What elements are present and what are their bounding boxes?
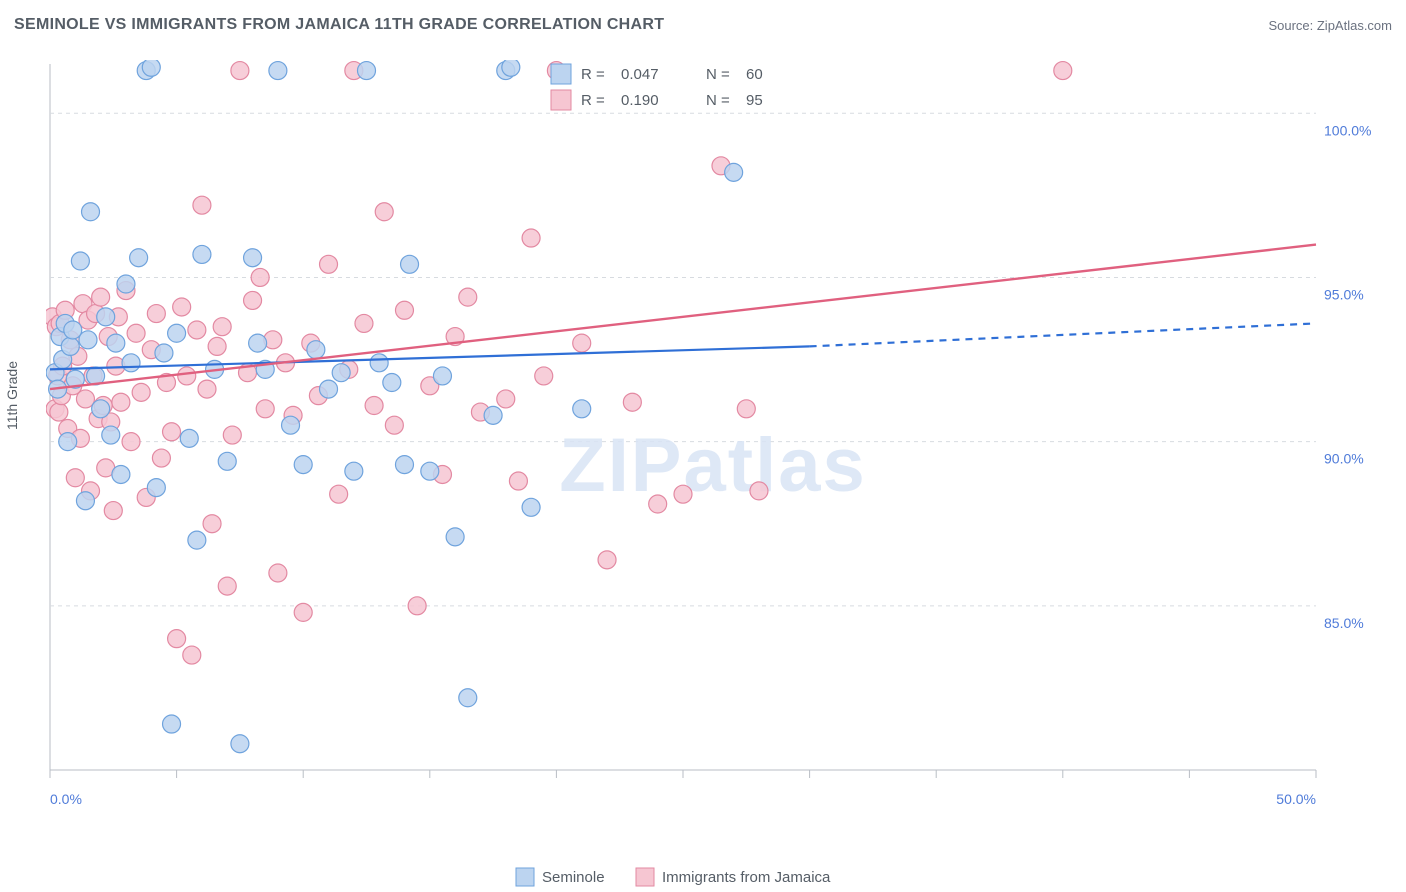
svg-text:N =: N = (706, 92, 730, 109)
scatter-plot: 85.0% 90.0% 95.0% 100.0% ZIPatlas 0.0% 50.0% R … (46, 60, 1380, 830)
svg-text:ZIPatlas: ZIPatlas (559, 423, 866, 508)
svg-text:N =: N = (706, 66, 730, 83)
source-label: Source: (1268, 18, 1316, 33)
svg-text:0.190: 0.190 (621, 92, 659, 109)
chart-svg: 85.0% 90.0% 95.0% 100.0% ZIPatlas 0.0% 50.0% R … (46, 60, 1380, 890)
svg-text:R =: R = (581, 66, 605, 83)
chart-title: SEMINOLE VS IMMIGRANTS FROM JAMAICA 11TH… (14, 16, 664, 33)
svg-text:Immigrants from Jamaica: Immigrants from Jamaica (662, 869, 831, 886)
svg-text:50.0%: 50.0% (1276, 791, 1316, 807)
svg-text:90.0%: 90.0% (1324, 451, 1364, 467)
svg-text:0.0%: 0.0% (50, 791, 82, 807)
svg-text:95.0%: 95.0% (1324, 286, 1364, 302)
y-axis-label: 11th Grade (4, 361, 20, 430)
source-credit: Source: ZipAtlas.com (1268, 18, 1392, 33)
svg-text:0.047: 0.047 (621, 66, 659, 83)
title-bar: SEMINOLE VS IMMIGRANTS FROM JAMAICA 11TH… (14, 16, 1392, 42)
svg-text:85.0%: 85.0% (1324, 615, 1364, 631)
svg-text:R =: R = (581, 92, 605, 109)
svg-text:60: 60 (746, 66, 763, 83)
source-name: ZipAtlas.com (1317, 18, 1392, 33)
svg-text:95: 95 (746, 92, 763, 109)
svg-text:100.0%: 100.0% (1324, 122, 1371, 138)
svg-text:Seminole: Seminole (542, 869, 605, 886)
